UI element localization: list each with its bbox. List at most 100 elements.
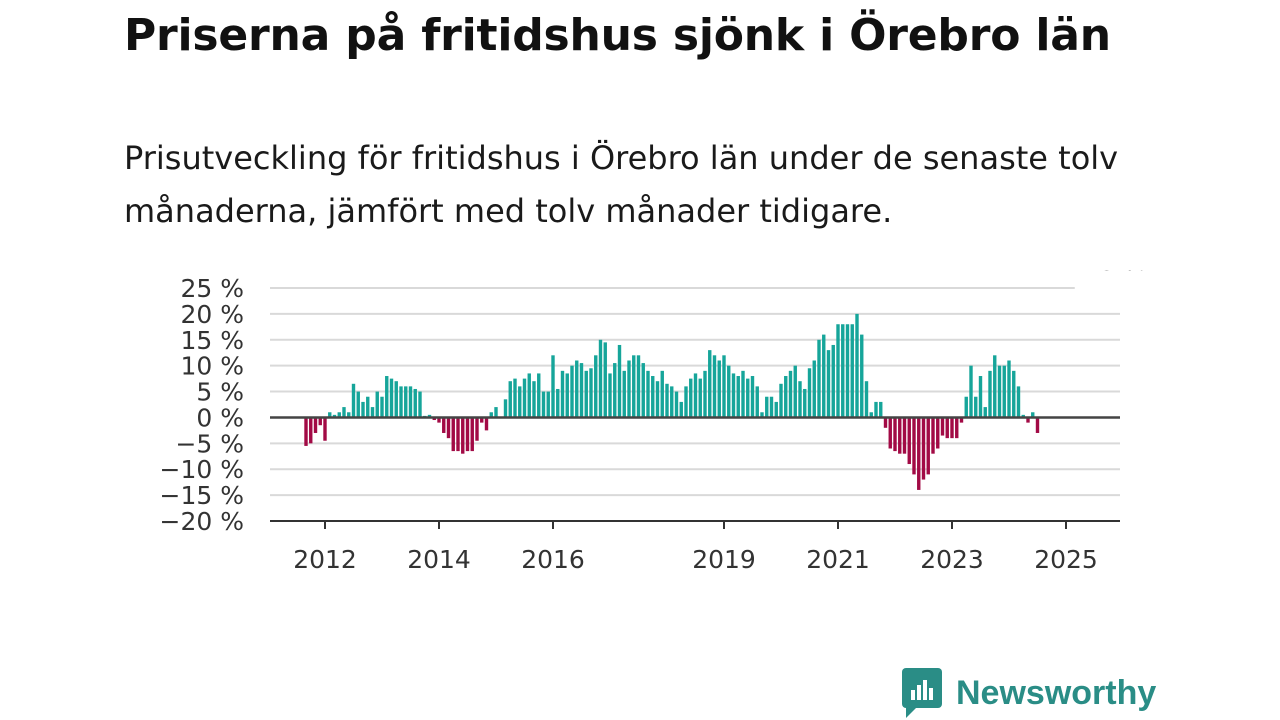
brand-name: Newsworthy <box>956 673 1157 712</box>
bar-negative <box>940 417 945 436</box>
bar-positive <box>684 386 688 418</box>
y-tick-label: 5 % <box>196 378 244 407</box>
bar-negative <box>304 417 308 446</box>
bar-negative <box>313 417 318 433</box>
bar-negative <box>480 417 484 423</box>
bar-negative <box>883 417 888 428</box>
bar-negative <box>1035 417 1040 433</box>
bar-positive <box>712 355 717 418</box>
bar-negative <box>446 417 451 439</box>
y-tick-label: −15 % <box>160 481 244 510</box>
bar-negative <box>907 417 911 465</box>
bar-negative <box>484 417 489 431</box>
y-tick-label: 10 % <box>180 352 244 381</box>
bar-positive <box>589 368 593 418</box>
bar-positive <box>641 363 645 418</box>
bar-negative <box>931 417 935 454</box>
y-tick-label: 20 % <box>180 300 244 329</box>
bar-positive <box>522 378 527 418</box>
bar-positive <box>850 324 854 418</box>
bar-positive <box>855 313 859 418</box>
bar-negative <box>309 417 313 444</box>
bar-positive <box>1002 365 1006 418</box>
bar-positive <box>665 383 669 418</box>
bar-positive <box>784 376 788 418</box>
bar-negative <box>898 417 902 454</box>
bar-positive <box>727 365 731 418</box>
bar-positive <box>603 342 607 418</box>
bar-positive <box>703 370 707 418</box>
bar-positive <box>1012 370 1016 418</box>
bar-positive <box>594 355 598 418</box>
bar-positive <box>513 378 517 418</box>
bar-positive <box>689 378 693 418</box>
bar-positive <box>674 391 679 418</box>
bar-positive <box>332 414 337 418</box>
bar-positive <box>779 383 783 418</box>
bar-positive <box>337 412 341 418</box>
bar-positive <box>736 376 740 418</box>
bar-positive <box>328 412 332 418</box>
bar-positive <box>575 360 579 418</box>
bar-positive <box>632 355 636 418</box>
bar-positive <box>722 355 726 418</box>
bar-negative <box>888 417 892 449</box>
bar-positive <box>793 365 797 418</box>
bar-positive <box>494 407 498 418</box>
bar-positive <box>527 373 531 418</box>
bar-positive <box>983 407 987 418</box>
bar-positive <box>617 344 622 418</box>
bar-positive <box>560 370 565 418</box>
bar-positive <box>670 386 674 418</box>
newsworthy-brand[interactable]: Newsworthy <box>902 668 1156 718</box>
bar-positive <box>361 401 365 418</box>
bar-negative <box>465 417 470 452</box>
bar-positive <box>765 396 769 418</box>
bar-positive <box>570 365 574 418</box>
bar-positive <box>565 373 569 418</box>
bar-positive <box>655 381 660 418</box>
bar-negative <box>945 417 949 439</box>
bar-positive <box>380 396 384 418</box>
bar-positive <box>807 368 812 418</box>
bar-positive <box>375 391 379 418</box>
bar-positive <box>988 370 992 418</box>
bar-positive <box>427 414 432 418</box>
bar-positive <box>508 381 512 418</box>
bar-positive <box>826 350 831 418</box>
bar-positive <box>769 396 774 418</box>
bar-negative <box>936 417 940 449</box>
bar-negative <box>451 417 455 452</box>
bar-negative <box>917 417 921 490</box>
x-tick-label: 2025 <box>1034 545 1098 574</box>
bar-positive <box>347 412 351 418</box>
chart-title: Priserna på fritidshus sjönk i Örebro lä… <box>124 10 1111 61</box>
bar-positive <box>741 370 745 418</box>
bar-positive <box>389 378 394 418</box>
bar-positive <box>546 391 550 418</box>
bar-negative <box>442 417 446 433</box>
bar-positive <box>660 370 664 418</box>
bar-positive <box>366 396 370 418</box>
bar-positive <box>598 339 603 418</box>
bar-negative <box>1026 417 1030 423</box>
bar-positive <box>1007 360 1011 418</box>
bar-positive <box>798 381 802 418</box>
bar-negative <box>893 417 897 452</box>
bar-positive <box>1021 414 1025 418</box>
y-tick-label: 25 % <box>180 274 244 303</box>
bar-positive <box>698 378 702 418</box>
y-tick-label: −20 % <box>160 507 244 536</box>
y-tick-label: 0 % <box>196 403 244 432</box>
bar-positive <box>974 396 978 418</box>
bar-positive <box>788 370 793 418</box>
bar-positive <box>879 401 883 418</box>
x-axis-labels: 2012 2014 2016 2019 2021 2023 2025 <box>293 521 1098 574</box>
bar-negative <box>318 417 322 426</box>
bar-positive <box>679 401 683 418</box>
bar-positive <box>541 391 546 418</box>
bar-positive <box>817 339 821 418</box>
bar-positive <box>489 412 493 418</box>
bar-negative <box>902 417 907 454</box>
bar-negative <box>959 417 964 423</box>
